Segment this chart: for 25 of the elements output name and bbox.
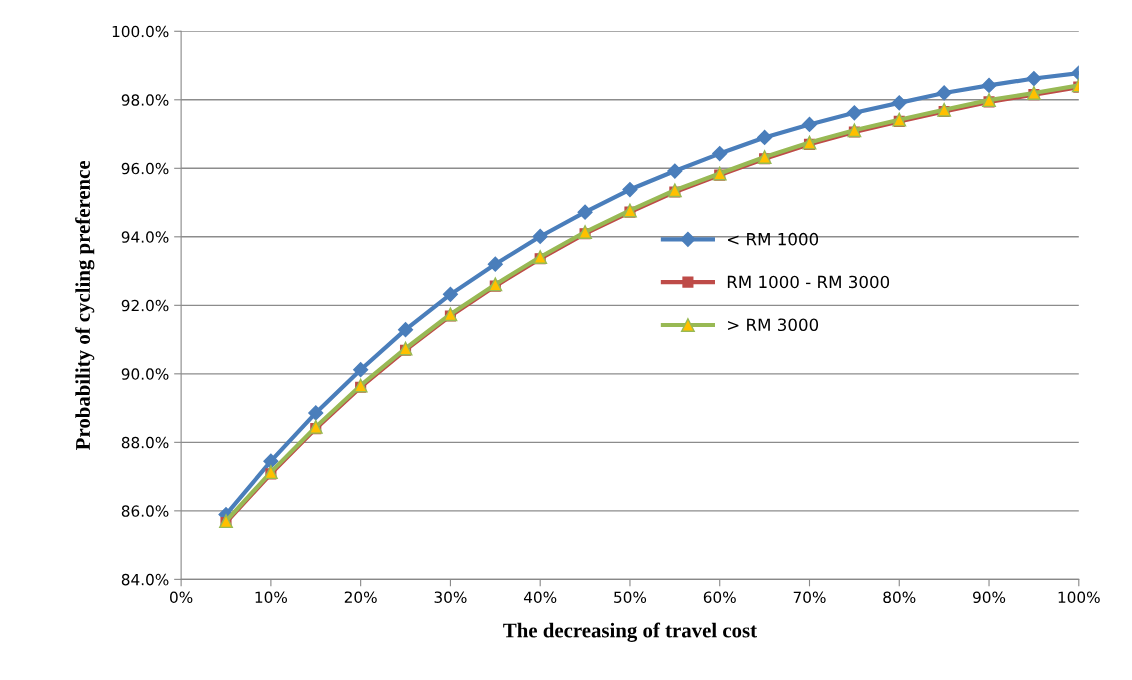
legend-label: RM 1000 - RM 3000 <box>727 275 890 289</box>
y-tick-label: 100.0% <box>112 25 169 38</box>
x-tick-label: 20% <box>344 591 377 603</box>
y-tick-label: 96.0% <box>121 162 169 175</box>
x-tick-label: 70% <box>793 591 826 603</box>
x-tick-label: 0% <box>170 591 193 603</box>
y-tick-label: 84.0% <box>121 573 169 586</box>
x-tick-label: 100% <box>1058 591 1100 603</box>
x-tick-label: 90% <box>973 591 1006 603</box>
y-tick-label: 92.0% <box>121 299 169 312</box>
x-tick-label: 10% <box>255 591 288 603</box>
x-tick-label: 50% <box>614 591 647 603</box>
x-axis-title: The decreasing of travel cost <box>503 622 757 642</box>
x-tick-label: 30% <box>434 591 467 603</box>
y-tick-label: 86.0% <box>121 505 169 517</box>
y-tick-label: 88.0% <box>121 436 169 449</box>
y-axis-title: Probability of cycling preference <box>75 160 95 450</box>
x-tick-label: 80% <box>883 591 916 603</box>
y-tick-label: 90.0% <box>121 368 169 380</box>
y-tick-label: 94.0% <box>121 231 169 243</box>
legend-label: < RM 1000 <box>728 232 819 246</box>
y-tick-label: 98.0% <box>121 94 169 106</box>
legend-label: > RM 3000 <box>728 318 819 332</box>
x-tick-label: 60% <box>703 591 736 603</box>
x-tick-label: 40% <box>523 591 557 603</box>
